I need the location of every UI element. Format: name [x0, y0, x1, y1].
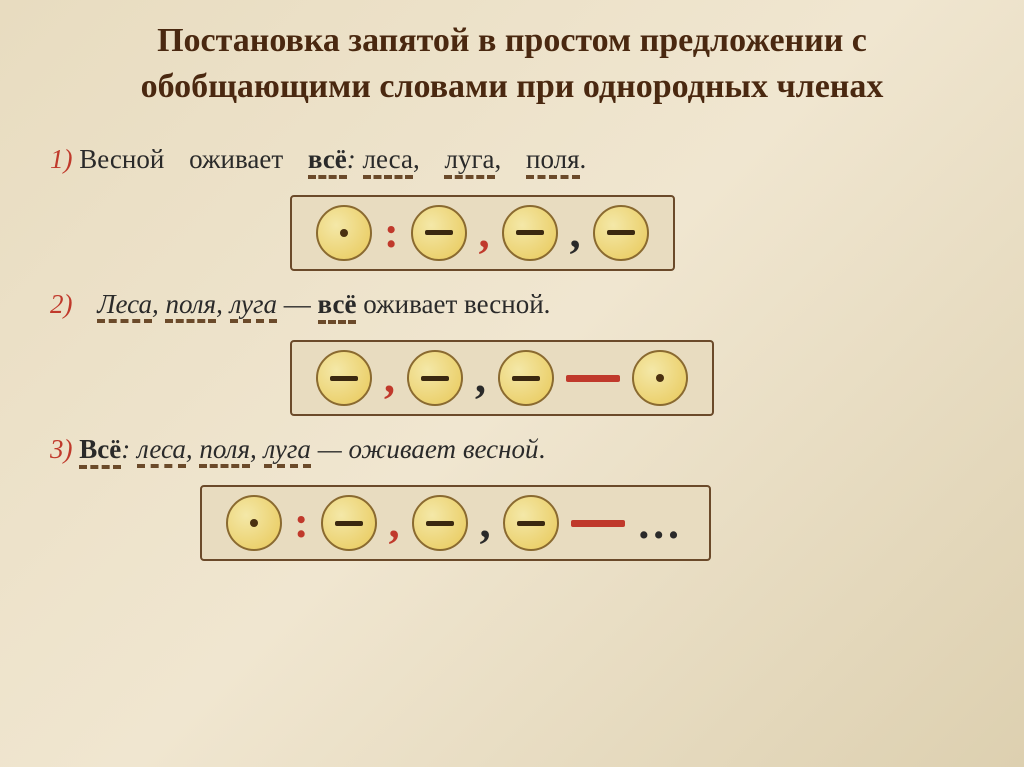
example-1-sentence: 1) Весной оживает всё: леса, луга, поля.	[50, 138, 974, 181]
period: .	[580, 144, 587, 174]
homogeneous-symbol-icon	[316, 350, 372, 406]
homogeneous-symbol-icon	[321, 495, 377, 551]
period: .	[539, 434, 546, 464]
word-lesa: леса	[137, 437, 186, 468]
word-ozhivaet: оживает	[363, 289, 457, 319]
comma-icon: ,	[389, 501, 400, 545]
homogeneous-symbol-icon	[593, 205, 649, 261]
homogeneous-symbol-icon	[498, 350, 554, 406]
example-1: 1) Весной оживает всё: леса, луга, поля.…	[50, 138, 974, 271]
word-polya: поля	[165, 292, 216, 323]
homogeneous-symbol-icon	[412, 495, 468, 551]
word-vse: всё	[308, 144, 347, 179]
comma-icon: ,	[479, 211, 490, 255]
example-3-sentence: 3) Всё: леса, поля, луга — оживает весно…	[50, 428, 974, 471]
period: .	[544, 289, 551, 319]
example-2-number: 2)	[50, 289, 73, 319]
word-vse: всё	[318, 289, 357, 324]
word-lesa: леса	[363, 144, 413, 179]
page-title: Постановка запятой в простом предложении…	[50, 18, 974, 110]
ellipsis-icon: …	[637, 498, 685, 549]
generalizing-symbol-icon	[632, 350, 688, 406]
word-luga: луга	[230, 292, 277, 323]
comma-icon: ,	[570, 211, 581, 255]
colon: :	[347, 144, 356, 174]
word-vse: Всё	[79, 434, 121, 469]
word-ozhivaet: оживает	[189, 144, 283, 174]
schema-2: , ,	[290, 340, 714, 416]
word-polya: поля	[199, 437, 250, 468]
homogeneous-symbol-icon	[502, 205, 558, 261]
colon-icon: :	[294, 501, 309, 545]
homogeneous-symbol-icon	[407, 350, 463, 406]
generalizing-symbol-icon	[316, 205, 372, 261]
word-polya: поля	[526, 144, 580, 179]
example-1-number: 1)	[50, 144, 73, 174]
schema-1: : , ,	[290, 195, 675, 271]
emdash-icon	[566, 375, 620, 382]
schema-3: : , , …	[200, 485, 711, 561]
comma-icon: ,	[384, 356, 395, 400]
word-ozhivaet: оживает	[348, 434, 456, 464]
comma-icon: ,	[480, 501, 491, 545]
homogeneous-symbol-icon	[411, 205, 467, 261]
example-3-number: 3)	[50, 434, 73, 464]
word-luga: луга	[264, 437, 311, 468]
example-2-sentence: 2) Леса, поля, луга — всё оживает весной…	[50, 283, 974, 326]
colon: :	[121, 434, 130, 464]
generalizing-symbol-icon	[226, 495, 282, 551]
word-luga: луга	[444, 144, 494, 179]
homogeneous-symbol-icon	[503, 495, 559, 551]
emdash: —	[318, 434, 342, 464]
word-lesa: Леса	[97, 292, 152, 323]
emdash-icon	[571, 520, 625, 527]
example-3: 3) Всё: леса, поля, луга — оживает весно…	[50, 428, 974, 561]
comma-icon: ,	[475, 356, 486, 400]
word-vesnoy: весной	[464, 289, 544, 319]
emdash: —	[284, 289, 311, 319]
colon-icon: :	[384, 211, 399, 255]
word-vesnoy: весной	[463, 434, 539, 464]
word-vesnoy: Весной	[79, 144, 164, 174]
example-2: 2) Леса, поля, луга — всё оживает весной…	[50, 283, 974, 416]
